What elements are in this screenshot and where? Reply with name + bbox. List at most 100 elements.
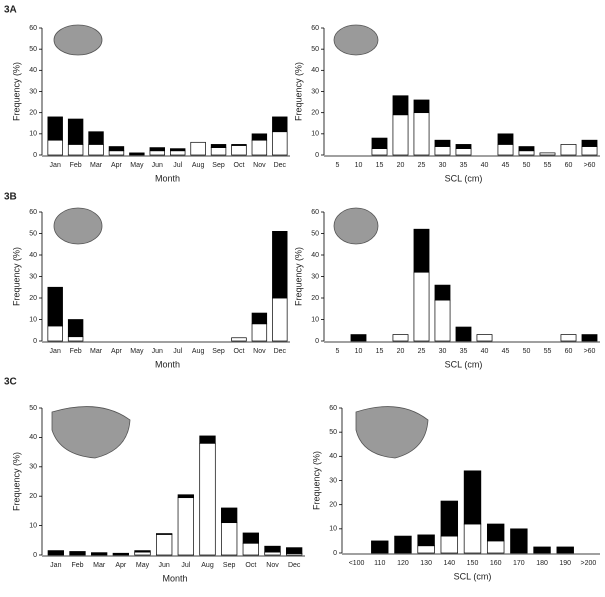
bar-segment — [67, 144, 84, 156]
x-tick-label: 55 — [544, 162, 552, 169]
bar-segment — [231, 145, 247, 156]
bar-segment — [88, 144, 104, 156]
bar-segment — [486, 523, 505, 542]
bar-segment — [440, 500, 459, 537]
bar-segment — [156, 534, 173, 556]
bar-segment — [560, 144, 577, 156]
x-axis-label: Month — [162, 573, 187, 583]
x-tick-label: Feb — [71, 562, 83, 569]
y-tick-label: 10 — [311, 316, 319, 323]
y-tick-label: 30 — [29, 88, 37, 95]
y-tick-label: 20 — [311, 295, 319, 302]
x-tick-label: Jun — [159, 562, 170, 569]
bar-segment — [463, 470, 482, 525]
bar-segment — [371, 148, 388, 156]
bar-segment — [434, 146, 451, 156]
x-tick-label: 50 — [523, 348, 531, 355]
y-tick-label: 0 — [33, 338, 37, 345]
bar-segment — [286, 547, 303, 554]
bar-segment — [156, 533, 173, 535]
bar-segment — [129, 152, 145, 156]
bar-segment — [190, 141, 206, 156]
turtle-head-image — [355, 406, 429, 459]
x-tick-label: 35 — [460, 348, 468, 355]
y-tick-label: 60 — [311, 209, 319, 216]
bar-segment — [463, 523, 482, 554]
x-axis-label: Month — [155, 359, 180, 369]
bar-segment — [231, 144, 247, 146]
y-tick-label: 10 — [329, 526, 337, 533]
y-tick-label: 40 — [311, 252, 319, 259]
x-tick-label: Feb — [70, 348, 82, 355]
bar-segment — [199, 435, 216, 444]
bar-segment — [67, 319, 84, 338]
x-tick-label: Nov — [253, 162, 266, 169]
y-tick-label: 60 — [29, 209, 37, 216]
bar-segment — [518, 146, 535, 152]
x-tick-label: 5 — [336, 162, 340, 169]
bar-segment — [134, 551, 151, 556]
bar-segment — [581, 139, 598, 147]
bar-segment — [177, 497, 194, 556]
bar-segment — [134, 550, 151, 553]
figure-label: 3C — [4, 377, 17, 388]
x-tick-label: >60 — [584, 162, 596, 169]
y-tick-label: 50 — [29, 46, 37, 53]
bar-segment — [272, 131, 288, 156]
y-tick-label: 10 — [29, 131, 37, 138]
bar-segment — [392, 95, 409, 116]
bar-segment — [231, 337, 247, 342]
bar-segment — [560, 334, 577, 342]
bar-segment — [486, 540, 505, 554]
y-tick-label: 60 — [311, 25, 319, 32]
bar-segment — [91, 552, 108, 556]
x-tick-label: Sep — [212, 348, 225, 355]
y-axis-label: Frequency (%) — [293, 247, 303, 306]
x-tick-label: 50 — [523, 162, 531, 169]
bar-segment — [455, 148, 472, 156]
x-tick-label: 60 — [565, 348, 573, 355]
x-tick-label: 30 — [439, 162, 447, 169]
y-tick-label: 20 — [29, 295, 37, 302]
y-tick-label: 20 — [311, 110, 319, 117]
x-tick-label: 120 — [397, 560, 409, 567]
bar-segment — [251, 312, 268, 325]
y-axis-label: Frequency (%) — [11, 247, 21, 306]
y-tick-label: 20 — [29, 493, 37, 500]
x-tick-label: May — [130, 162, 144, 169]
y-tick-label: 40 — [329, 453, 337, 460]
bar-segment — [264, 545, 281, 553]
bar-segment — [47, 325, 63, 342]
bar-segment — [221, 522, 238, 556]
y-axis-label: Frequency (%) — [11, 452, 21, 511]
y-tick-label: 30 — [311, 88, 319, 95]
y-tick-label: 0 — [33, 152, 37, 159]
x-tick-label: 5 — [336, 348, 340, 355]
x-tick-label: Nov — [253, 348, 266, 355]
x-tick-label: 55 — [544, 348, 552, 355]
bar-segment — [47, 286, 63, 327]
x-tick-label: Oct — [245, 562, 256, 569]
bar-segment — [251, 139, 268, 156]
bar-segment — [242, 532, 259, 544]
turtle-head-image — [333, 24, 379, 56]
x-tick-label: Nov — [266, 562, 279, 569]
x-tick-label: Jan — [50, 562, 61, 569]
x-tick-label: 15 — [376, 162, 384, 169]
x-tick-label: Jan — [50, 348, 61, 355]
x-tick-label: Apr — [111, 348, 123, 355]
x-tick-label: 160 — [490, 560, 502, 567]
bar-segment — [392, 114, 409, 156]
x-tick-label: 15 — [376, 348, 384, 355]
x-tick-label: May — [130, 348, 144, 355]
y-tick-label: 10 — [29, 316, 37, 323]
x-tick-label: >200 — [581, 560, 597, 567]
x-tick-label: 60 — [565, 162, 573, 169]
bar-segment — [581, 146, 598, 156]
x-tick-label: 35 — [460, 162, 468, 169]
bar-segment — [272, 297, 288, 342]
y-axis-label: Frequency (%) — [293, 62, 303, 121]
bar-segment — [455, 144, 472, 150]
y-tick-label: 50 — [311, 230, 319, 237]
x-tick-label: 45 — [502, 162, 510, 169]
